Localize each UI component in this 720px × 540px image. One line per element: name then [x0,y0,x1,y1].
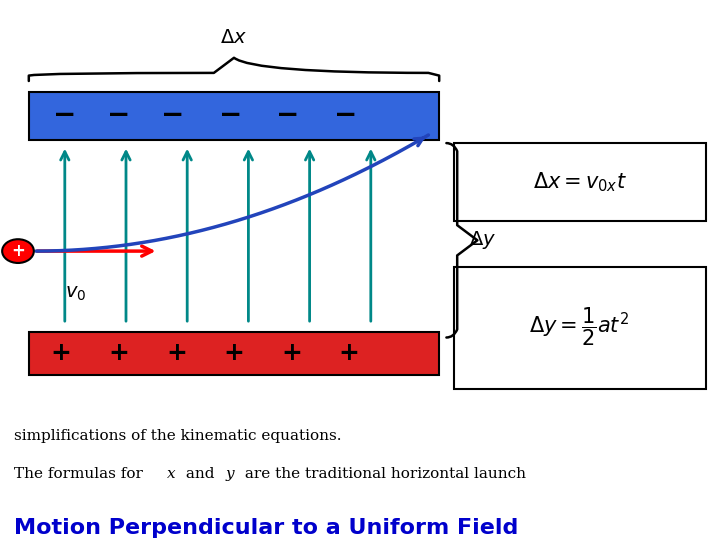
Text: $\Delta x$: $\Delta x$ [220,29,248,47]
Text: +: + [109,341,129,364]
Text: The formulas for: The formulas for [14,467,148,481]
Text: x: x [167,467,176,481]
Text: $\Delta y = \dfrac{1}{2}at^2$: $\Delta y = \dfrac{1}{2}at^2$ [529,306,630,348]
Text: $\Delta x = v_{0x}t$: $\Delta x = v_{0x}t$ [533,170,626,194]
Text: +: + [282,341,302,364]
Text: Motion Perpendicular to a Uniform Field: Motion Perpendicular to a Uniform Field [14,518,519,538]
Text: −: − [276,101,300,129]
FancyBboxPatch shape [454,143,706,221]
Bar [29,332,439,375]
Text: −: − [161,101,184,129]
Text: and: and [181,467,220,481]
Text: +: + [166,341,186,364]
Text: simplifications of the kinematic equations.: simplifications of the kinematic equatio… [14,429,342,443]
Text: $v_0$: $v_0$ [65,285,86,303]
Circle shape [2,239,34,263]
Text: are the traditional horizontal launch: are the traditional horizontal launch [240,467,526,481]
Text: +: + [339,341,359,364]
Text: −: − [334,101,357,129]
FancyBboxPatch shape [454,267,706,389]
Text: −: − [53,101,76,129]
Text: y: y [225,467,234,481]
Bar [29,92,439,140]
Text: +: + [11,242,25,260]
Text: +: + [51,341,71,364]
Text: −: − [219,101,242,129]
Text: $\Delta y$: $\Delta y$ [469,230,497,251]
Text: −: − [107,101,130,129]
Text: +: + [224,341,244,364]
